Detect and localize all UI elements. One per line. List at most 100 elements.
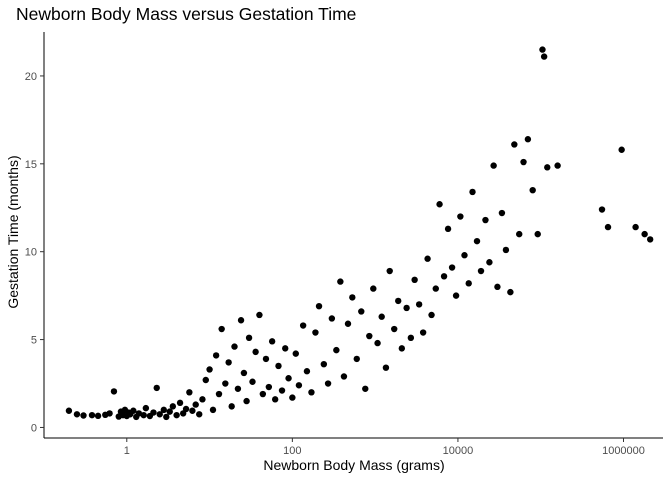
data-point (243, 397, 250, 405)
scatter-points (65, 46, 654, 421)
y-tick-label: 5 (31, 335, 37, 347)
data-point (419, 329, 427, 336)
x-axis-label: Newborn Body Mass (grams) (263, 457, 444, 473)
data-point (245, 334, 253, 342)
data-point (209, 406, 217, 414)
data-point (502, 246, 510, 254)
data-point (228, 403, 235, 410)
data-point (199, 396, 206, 403)
data-point (163, 413, 170, 421)
data-point (169, 403, 177, 410)
data-point (598, 206, 606, 213)
data-point (507, 288, 514, 296)
data-point (340, 373, 348, 380)
y-tick-label: 0 (31, 422, 37, 434)
data-point (328, 315, 336, 322)
data-point (520, 158, 527, 166)
data-point (106, 410, 113, 417)
data-point (282, 345, 289, 352)
y-axis-label: Gestation Time (months) (5, 155, 21, 308)
data-point (189, 407, 196, 414)
data-point (366, 332, 373, 340)
data-point (386, 267, 393, 275)
data-point (540, 53, 548, 60)
data-point (539, 46, 546, 53)
data-point (320, 360, 328, 368)
data-point (315, 302, 323, 310)
data-point (448, 264, 456, 271)
data-point (237, 317, 245, 324)
data-point (192, 401, 199, 408)
x-axis-ticks: 1 100 10000 1000000 (124, 438, 645, 457)
data-point (234, 385, 242, 392)
data-point (160, 406, 168, 414)
data-point (156, 411, 163, 418)
data-point (308, 389, 315, 396)
data-point (202, 376, 209, 384)
data-point (285, 375, 292, 382)
data-point (182, 405, 190, 413)
data-point (378, 313, 385, 320)
data-point (461, 252, 468, 259)
data-point (324, 380, 332, 387)
data-point (303, 368, 311, 375)
x-tick-label: 100 (283, 445, 301, 457)
data-point (382, 364, 390, 371)
data-point (524, 136, 532, 143)
data-point (428, 311, 435, 319)
data-point (110, 388, 118, 395)
data-point (150, 409, 157, 416)
data-point (337, 278, 344, 285)
y-tick-label: 10 (25, 247, 37, 259)
data-point (529, 186, 536, 194)
data-point (415, 301, 423, 308)
data-point (271, 396, 279, 403)
data-point (424, 255, 431, 262)
x-tick-label: 10000 (443, 445, 474, 457)
data-point (206, 366, 213, 373)
data-point (395, 297, 402, 305)
data-point (494, 283, 501, 291)
data-point (222, 380, 229, 387)
data-point (349, 294, 356, 301)
data-point (398, 345, 406, 352)
data-point (333, 346, 340, 354)
data-point (544, 164, 551, 171)
data-point (477, 267, 485, 275)
data-point (73, 411, 81, 418)
data-point (215, 390, 223, 398)
data-point (362, 385, 369, 392)
data-point (88, 411, 96, 419)
data-point (353, 355, 360, 363)
data-point (225, 359, 232, 366)
data-point (130, 407, 137, 414)
y-tick-label: 20 (25, 71, 37, 83)
data-point (641, 230, 648, 238)
data-point (278, 387, 286, 394)
data-point (196, 411, 203, 418)
data-point (265, 383, 273, 391)
data-point (358, 308, 365, 315)
data-point (256, 311, 263, 319)
data-point (186, 389, 193, 396)
data-point (452, 292, 460, 299)
data-point (486, 259, 493, 266)
data-point (465, 280, 472, 287)
data-point (490, 162, 497, 169)
data-point (444, 225, 452, 233)
data-point (80, 412, 87, 419)
chart-title: Newborn Body Mass versus Gestation Time (16, 4, 356, 24)
data-point (344, 320, 352, 327)
data-point (511, 141, 518, 148)
data-point (262, 355, 270, 363)
data-point (407, 334, 415, 342)
data-point (295, 382, 303, 389)
data-point (259, 390, 267, 398)
data-point (440, 273, 448, 280)
data-point (604, 223, 612, 231)
x-tick-label: 1 (124, 445, 130, 457)
data-point (249, 378, 256, 385)
data-point (312, 329, 319, 336)
